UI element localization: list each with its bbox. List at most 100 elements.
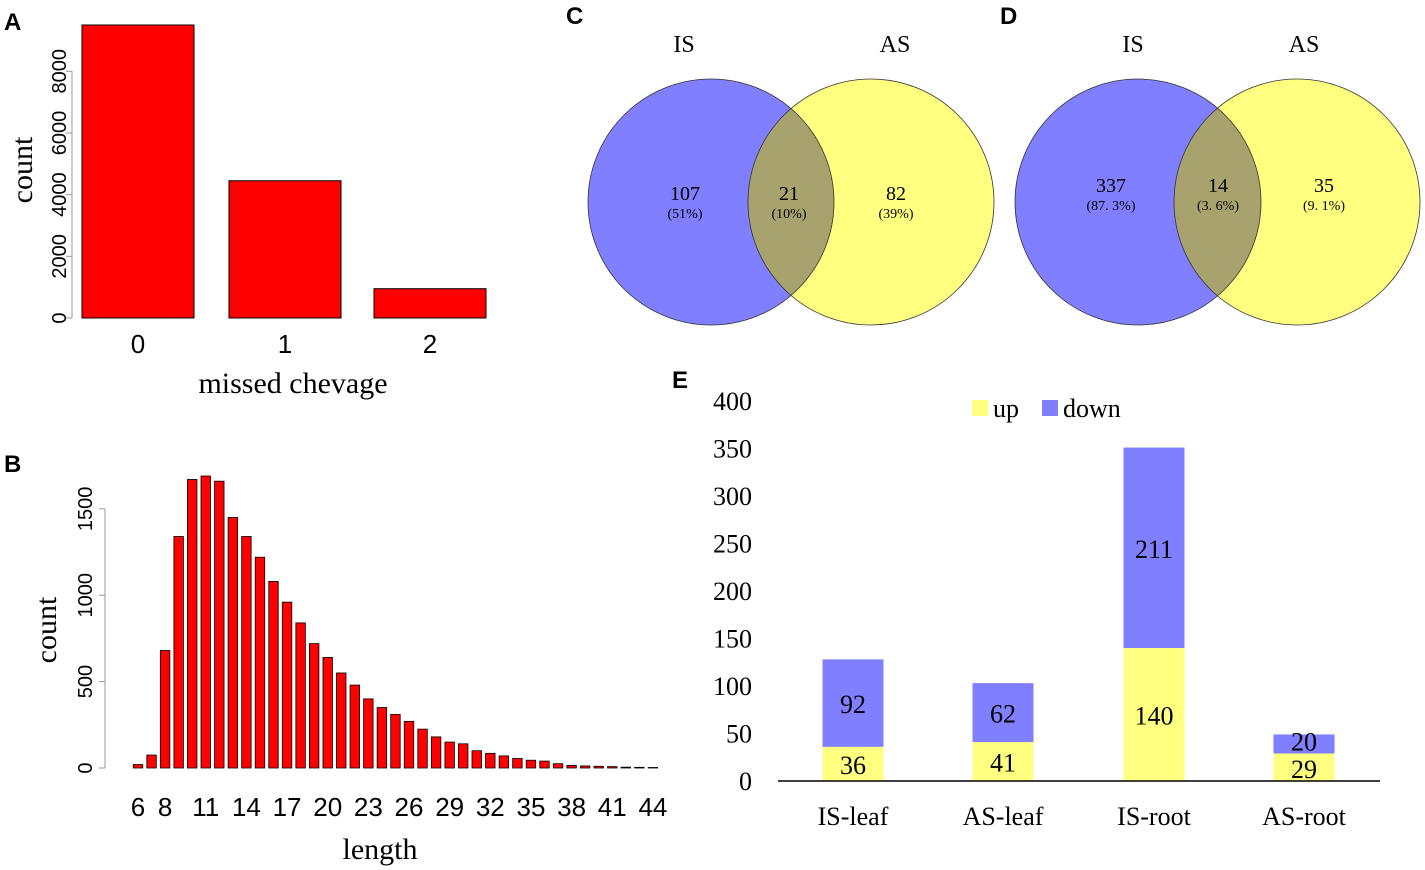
- panel-a-chart: 0 1 2 0 2000 4000 6000 8000 count missed chevage: [6, 24, 487, 400]
- bar-length-37: [552, 763, 564, 769]
- venn-count-both: 14: [1208, 175, 1228, 197]
- y-tick-label: 150: [713, 625, 752, 654]
- bar-length-43: [634, 766, 645, 769]
- bar-length-22: [349, 684, 360, 769]
- panel-c-venn: IS AS 107 (51%) 21 (10%) 82 (39%): [587, 32, 995, 326]
- bar-up-IS-root: [1123, 648, 1185, 781]
- x-tick-label: 26: [395, 792, 424, 822]
- x-tick-label: 1: [278, 329, 292, 359]
- venn-count-IS-only: 337: [1096, 175, 1126, 197]
- bar-length-23: [363, 698, 374, 769]
- bar-length-42: [620, 766, 631, 769]
- y-tick-label: 350: [713, 435, 752, 464]
- bar-length-17: [281, 601, 293, 769]
- bar-down-IS-leaf: [822, 659, 884, 747]
- bar-length-30: [458, 743, 469, 769]
- bar-down-AS-leaf: [972, 683, 1034, 743]
- x-tick-label: 0: [131, 329, 145, 359]
- panel-label-e: E: [672, 367, 688, 394]
- bar-length-38: [566, 765, 577, 769]
- bar-up-IS-leaf: [822, 746, 884, 781]
- bar-length-34: [512, 758, 523, 769]
- bar-down-IS-root: [1123, 447, 1185, 648]
- x-axis-label: length: [343, 833, 418, 866]
- bar-length-8: [159, 650, 171, 769]
- venn-set-label-is: IS: [1122, 32, 1143, 58]
- bar-length-11: [200, 475, 211, 769]
- y-tick-label: 250: [713, 530, 752, 559]
- panel-e-chart: 0 50 100 150 200 250 300 350 400 36 92 IS-leaf 41 62 A…: [713, 387, 1380, 831]
- bar-length-7: [146, 754, 157, 769]
- bar-length-6: [132, 764, 144, 769]
- venn-pct-AS-only: (9. 1%): [1303, 199, 1345, 214]
- panel-label-a: A: [4, 9, 21, 36]
- venn-overlap: [1174, 79, 1261, 325]
- legend-label-down: down: [1063, 394, 1121, 423]
- y-tick-label: 400: [713, 387, 752, 416]
- x-tick-label: 23: [354, 792, 383, 822]
- y-tick-label: 500: [75, 665, 97, 698]
- legend-label-up: up: [993, 394, 1019, 423]
- x-tick-label: 2: [423, 329, 437, 359]
- y-tick-label: 1500: [75, 487, 97, 531]
- bar-missed-0: [81, 24, 195, 319]
- bar-length-36: [539, 760, 550, 769]
- x-tick-label: 20: [313, 792, 342, 822]
- data-label-down: 62: [990, 700, 1016, 729]
- y-axis-label: count: [6, 136, 39, 203]
- bar-length-26: [403, 720, 415, 769]
- x-tick-label: 29: [435, 792, 464, 822]
- bar-length-9: [173, 536, 184, 769]
- bar-missed-1: [228, 180, 342, 319]
- venn-count-both: 21: [779, 183, 799, 205]
- data-label-down: 92: [840, 690, 866, 719]
- x-tick-label: 35: [516, 792, 545, 822]
- y-tick-label: 300: [713, 482, 752, 511]
- y-tick-label: 6000: [49, 111, 71, 156]
- x-tick-label: 6: [131, 792, 145, 822]
- bar-length-39: [580, 765, 591, 769]
- data-label-up: 140: [1135, 702, 1174, 731]
- venn-outline-is: [587, 78, 835, 326]
- y-tick-label: 50: [726, 720, 752, 749]
- x-tick-label: AS-leaf: [963, 802, 1044, 831]
- panel-b-chart: 6 8 11 14 17 20 23 26 29 32 35 38 41 44 0 500 1000 1500 co…: [30, 475, 667, 866]
- bar-length-13: [227, 517, 239, 769]
- venn-set-label-as: AS: [1289, 32, 1320, 58]
- bar-length-25: [390, 714, 401, 769]
- bar-length-28: [430, 736, 442, 769]
- venn-outline-as: [1173, 78, 1421, 326]
- panel-label-c: C: [566, 3, 583, 30]
- bar-length-21: [336, 672, 347, 769]
- y-tick-label: 0: [49, 312, 71, 323]
- x-tick-label: 44: [638, 792, 667, 822]
- x-tick-label: 8: [158, 792, 172, 822]
- bar-length-20: [322, 657, 333, 769]
- legend-swatch-up: [972, 400, 988, 416]
- data-label-down: 20: [1291, 727, 1317, 756]
- venn-outline-as: [747, 78, 995, 326]
- bar-length-35: [525, 759, 537, 769]
- venn-pct-IS-only: (51%): [668, 207, 703, 222]
- venn-set-label-as: AS: [880, 32, 911, 58]
- y-tick-label: 200: [713, 577, 752, 606]
- x-tick-label: 14: [232, 792, 261, 822]
- venn-count-AS-only: 82: [886, 183, 906, 205]
- y-tick-label: 1000: [75, 573, 97, 618]
- bar-length-18: [295, 622, 306, 769]
- legend-swatch-down: [1042, 400, 1058, 416]
- venn-pct-both: (3. 6%): [1197, 199, 1239, 214]
- y-axis-label: count: [30, 596, 63, 663]
- bar-length-19: [308, 643, 320, 769]
- x-tick-label: 17: [273, 792, 302, 822]
- x-axis-label: missed chevage: [198, 367, 387, 400]
- y-tick-label: 100: [713, 672, 752, 701]
- venn-count-AS-only: 35: [1314, 175, 1334, 197]
- x-tick-label: IS-leaf: [818, 802, 889, 831]
- bar-length-12: [214, 480, 225, 769]
- bar-length-15: [254, 556, 266, 769]
- venn-pct-both: (10%): [772, 207, 807, 222]
- venn-overlap: [748, 79, 834, 325]
